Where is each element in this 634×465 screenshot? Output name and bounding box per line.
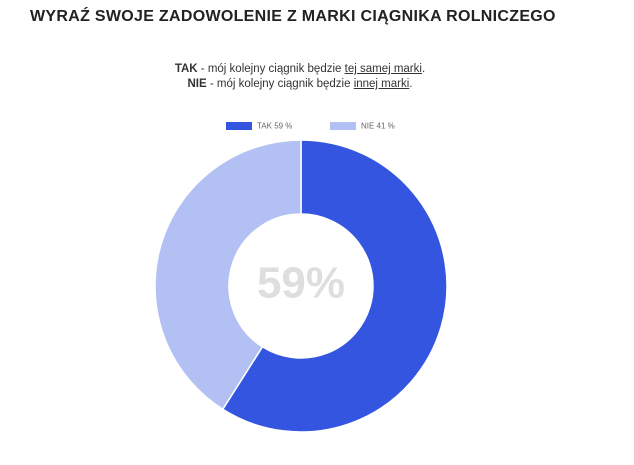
donut-slice — [154, 139, 302, 411]
legend-label: NIE 41 % — [361, 122, 395, 131]
subtitle-segment: . — [421, 63, 426, 75]
legend-swatch — [226, 122, 252, 130]
chart-title: WYRAŹ SWOJE ZADOWOLENIE Z MARKI CIĄGNIKA… — [30, 8, 556, 25]
subtitle-segment: . — [409, 78, 413, 90]
subtitle: TAK - mój kolejny ciągnik będzie tej sam… — [0, 62, 600, 92]
subtitle-segment: - mój kolejny ciągnik będzie — [197, 63, 345, 75]
subtitle-segment: - mój kolejny ciągnik będzie — [206, 78, 354, 90]
subtitle-line: NIE - mój kolejny ciągnik będzie innej m… — [0, 77, 600, 92]
legend-label: TAK 59 % — [257, 122, 292, 131]
subtitle-segment: innej marki — [353, 78, 410, 90]
subtitle-segment: tej samej marki — [344, 63, 422, 75]
subtitle-line: TAK - mój kolejny ciągnik będzie tej sam… — [0, 62, 600, 77]
center-label: 59% — [257, 259, 345, 308]
subtitle-segment: NIE — [187, 78, 207, 90]
legend-swatch — [330, 122, 356, 130]
donut-slice — [221, 139, 448, 433]
subtitle-segment: TAK — [174, 63, 198, 75]
